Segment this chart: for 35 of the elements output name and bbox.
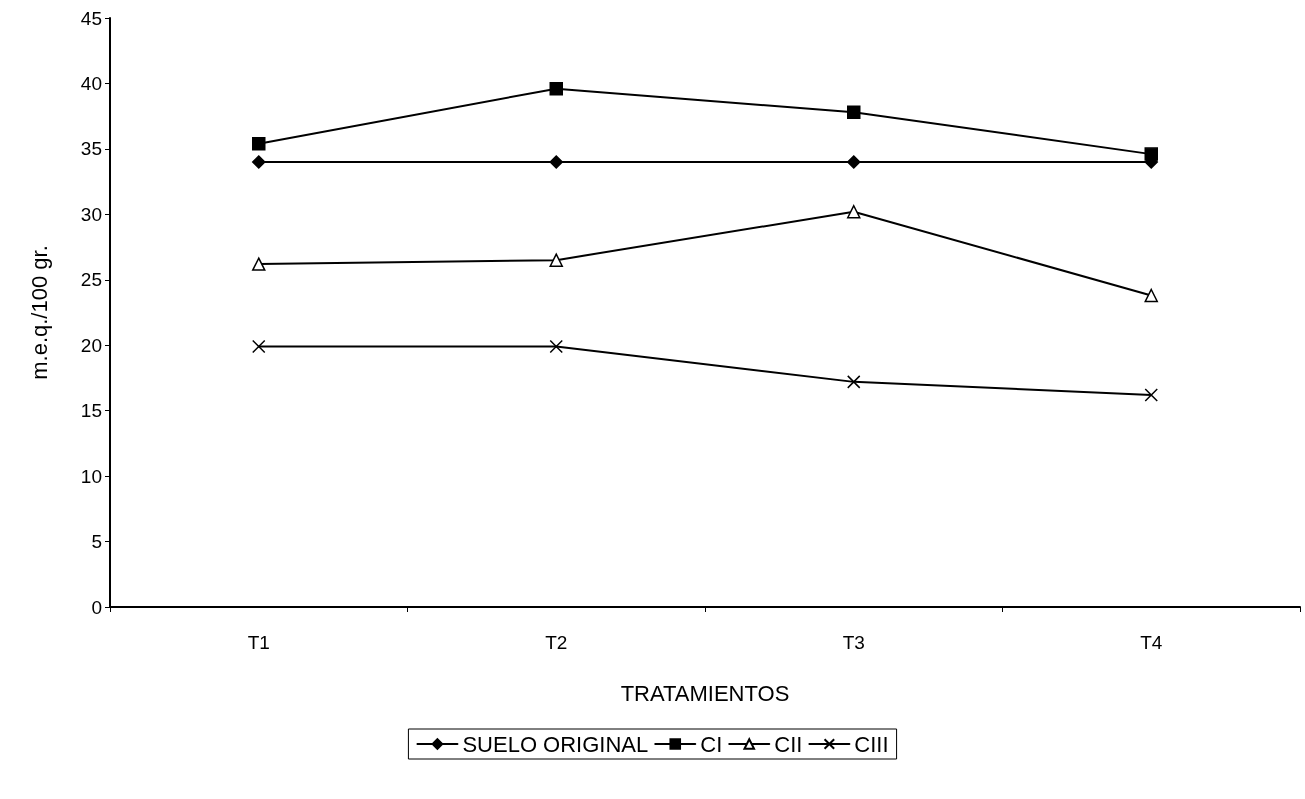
point: [1144, 388, 1158, 402]
point: [252, 155, 266, 169]
point: [847, 204, 861, 219]
y-tick-label: 10: [80, 465, 102, 487]
y-tick-label: 40: [80, 72, 102, 94]
legend-label: CIII: [854, 731, 889, 757]
y-axis-title: m.e.q./100 gr.: [26, 245, 52, 380]
x-tick-label: T4: [1140, 632, 1163, 653]
y-tick-label: 15: [80, 400, 102, 422]
y-tick-label: 35: [80, 138, 102, 160]
point: [549, 253, 563, 267]
y-tick-label: 45: [80, 7, 102, 29]
x-tick-label: T3: [842, 632, 865, 653]
legend-label: CI: [700, 731, 723, 757]
point: [1144, 288, 1158, 303]
y-tick-label: 30: [80, 203, 102, 225]
y-tick-label: 0: [91, 596, 102, 618]
x-tick-label: T1: [247, 632, 270, 653]
point: [1144, 147, 1158, 161]
point: [847, 375, 861, 389]
x-tick-label: T2: [545, 632, 568, 653]
legend-label: CII: [774, 731, 803, 757]
y-tick-label: 20: [80, 334, 102, 356]
y-tick-label: 5: [91, 531, 102, 553]
point: [847, 105, 861, 119]
x-axis-title: TRATAMIENTOS: [620, 680, 790, 706]
point: [549, 339, 563, 354]
point: [252, 339, 266, 354]
point: [847, 155, 861, 169]
legend-label: SUELO ORIGINAL: [462, 731, 649, 757]
y-tick-label: 25: [80, 269, 102, 291]
point: [252, 257, 266, 271]
point: [549, 155, 563, 169]
point: [252, 136, 266, 151]
point: [549, 81, 563, 96]
